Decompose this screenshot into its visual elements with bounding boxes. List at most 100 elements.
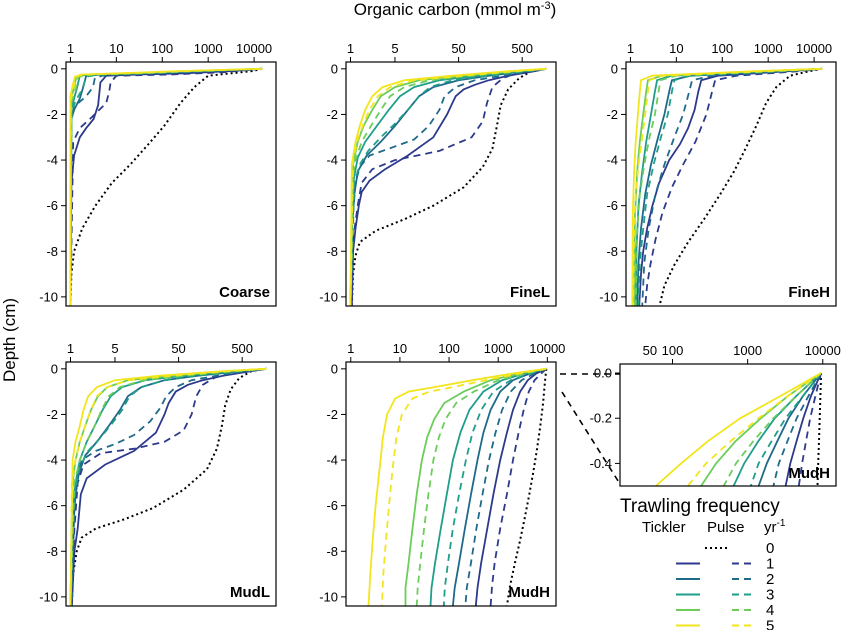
series-tickler-4 bbox=[69, 67, 263, 306]
series-pulse-4 bbox=[634, 67, 823, 306]
panel-FineH: 1 10 100 1000 10000 0 -2 -4 -6 -8 -10 FineH bbox=[599, 41, 837, 307]
series-group-MudH bbox=[367, 367, 548, 606]
series-pulse-4 bbox=[69, 67, 263, 306]
x-tick-label: 100 bbox=[711, 41, 733, 56]
series-tickler-5 bbox=[69, 67, 263, 306]
x-axis-title-superscript: -3 bbox=[541, 0, 551, 12]
x-tick-label: 1000 bbox=[484, 341, 513, 356]
series-tickler-3 bbox=[69, 67, 263, 306]
y-tick-label: -6 bbox=[46, 498, 58, 513]
y-tick-label: -4 bbox=[46, 153, 58, 168]
x-axis-title-text: Organic carbon (mmol m bbox=[354, 0, 541, 19]
series-none-0 bbox=[658, 67, 823, 306]
x-tick-label: 50 bbox=[643, 343, 657, 358]
legend: Trawling frequency Tickler Pulse yr-1 01… bbox=[620, 496, 786, 630]
x-axis-title: Organic carbon (mmol m-3) bbox=[354, 0, 557, 19]
x-tick-label: 500 bbox=[231, 341, 253, 356]
series-tickler-1 bbox=[350, 67, 547, 306]
x-tick-label: 500 bbox=[511, 41, 533, 56]
x-tick-label: 50 bbox=[451, 41, 465, 56]
panel-MudH: 1 10 100 1000 10000 0 -2 -4 -6 -8 -10 MudH bbox=[319, 341, 565, 607]
y-tick-label: 0 bbox=[51, 61, 58, 76]
y-tick-label: -10 bbox=[319, 289, 338, 304]
series-pulse-2 bbox=[349, 67, 547, 306]
series-tickler-1 bbox=[69, 67, 263, 306]
x-tick-label: 10000 bbox=[236, 41, 272, 56]
y-tick-label: 0.0 bbox=[594, 366, 612, 381]
series-pulse-2 bbox=[70, 367, 267, 606]
series-tickler-4 bbox=[633, 67, 823, 306]
y-tick-label: -2 bbox=[46, 407, 58, 422]
y-tick-label: -4 bbox=[326, 153, 338, 168]
series-group-Coarse bbox=[69, 67, 263, 306]
panel-frame-FineL bbox=[345, 61, 557, 307]
series-pulse-3 bbox=[69, 67, 263, 306]
legend-col-unit-superscript: -1 bbox=[777, 518, 786, 529]
series-none-0 bbox=[69, 67, 263, 306]
panel-title: FineL bbox=[510, 284, 550, 301]
x-tick-label: 10 bbox=[393, 341, 407, 356]
panel-FineL: 1 5 50 500 0 -2 -4 -6 -8 -10 FineL bbox=[319, 41, 557, 307]
x-tick-label: 100 bbox=[438, 341, 460, 356]
series-tickler-2 bbox=[349, 67, 547, 306]
y-tick-label: -8 bbox=[326, 544, 338, 559]
panel-Coarse: 1 10 100 1000 10000 0 -2 -4 -6 -8 -10 Coarse bbox=[39, 41, 277, 307]
series-none-0 bbox=[816, 372, 823, 486]
y-tick-label: 0 bbox=[331, 361, 338, 376]
series-pulse-1 bbox=[69, 67, 263, 306]
panel-frame-Coarse bbox=[65, 61, 277, 307]
series-tickler-2 bbox=[69, 67, 263, 306]
series-pulse-3 bbox=[442, 367, 547, 606]
series-tickler-3 bbox=[349, 67, 547, 306]
y-tick-label: -6 bbox=[606, 198, 618, 213]
series-tickler-3 bbox=[69, 367, 267, 606]
x-tick-label: 10000 bbox=[805, 343, 841, 358]
series-pulse-1 bbox=[644, 67, 823, 306]
y-tick-label: -2 bbox=[326, 407, 338, 422]
x-tick-label: 1 bbox=[67, 41, 74, 56]
x-tick-label: 1 bbox=[347, 341, 354, 356]
series-pulse-2 bbox=[464, 367, 547, 606]
legend-label-4: 4 bbox=[766, 602, 774, 619]
series-pulse-1 bbox=[797, 372, 822, 486]
x-tick-label: 1 bbox=[347, 41, 354, 56]
series-tickler-1 bbox=[784, 372, 822, 486]
series-tickler-4 bbox=[349, 67, 547, 306]
y-tick-label: -4 bbox=[46, 453, 58, 468]
series-tickler-1 bbox=[474, 367, 547, 606]
legend-col-unit: yr-1 bbox=[764, 518, 786, 536]
y-axis-title: Depth (cm) bbox=[0, 298, 19, 382]
y-tick-label: -10 bbox=[599, 289, 618, 304]
x-tick-label: 50 bbox=[171, 341, 185, 356]
panel-frame-MudL bbox=[65, 361, 277, 607]
series-tickler-1 bbox=[70, 367, 267, 606]
x-tick-label: 5 bbox=[391, 41, 398, 56]
y-tick-label: -4 bbox=[606, 153, 618, 168]
legend-title: Trawling frequency bbox=[620, 496, 780, 517]
panel-MudL: 1 5 50 500 0 -2 -4 -6 -8 -10 MudL bbox=[39, 341, 277, 607]
x-tick-label: 10 bbox=[109, 41, 123, 56]
panel-title: FineH bbox=[788, 284, 830, 301]
series-pulse-3 bbox=[69, 367, 267, 606]
x-tick-label: 10000 bbox=[796, 41, 832, 56]
x-axis-title-end: ) bbox=[551, 0, 557, 19]
y-tick-label: -0.2 bbox=[590, 411, 612, 426]
series-pulse-5 bbox=[381, 367, 547, 606]
series-pulse-4 bbox=[349, 67, 547, 306]
x-tick-label: 1 bbox=[627, 41, 634, 56]
series-pulse-4 bbox=[415, 367, 547, 606]
y-tick-label: -10 bbox=[39, 589, 58, 604]
x-tick-label: 5 bbox=[111, 341, 118, 356]
series-group-FineL bbox=[349, 67, 547, 306]
series-group-MudH-zoom bbox=[655, 372, 823, 486]
series-tickler-2 bbox=[636, 67, 823, 306]
series-pulse-5 bbox=[632, 67, 823, 306]
y-tick-label: -8 bbox=[46, 244, 58, 259]
panel-frame-MudH bbox=[345, 361, 557, 607]
series-tickler-3 bbox=[634, 67, 823, 306]
series-tickler-5 bbox=[631, 67, 823, 306]
series-tickler-5 bbox=[655, 372, 822, 486]
legend-label-1: 1 bbox=[766, 556, 774, 573]
